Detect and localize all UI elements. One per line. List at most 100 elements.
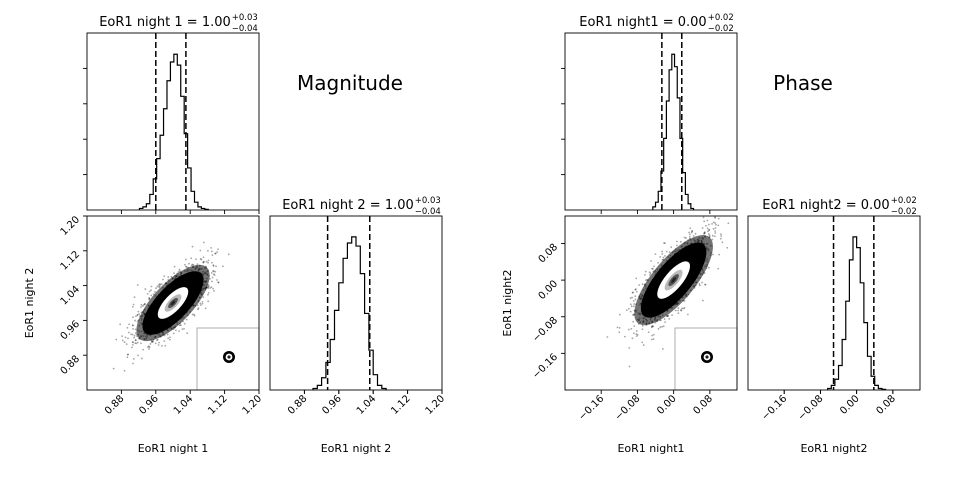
scatter-point <box>202 256 205 259</box>
error-lower: −0.04 <box>415 207 441 217</box>
scatter-point <box>671 314 673 317</box>
scatter-point <box>717 224 720 227</box>
scatter-point <box>702 299 704 302</box>
scatter-point <box>132 303 135 306</box>
scatter-point <box>674 309 677 312</box>
scatter-point <box>695 212 697 214</box>
scatter-point <box>714 216 717 219</box>
scatter-point <box>680 309 682 311</box>
scatter-point <box>127 353 129 356</box>
scatter-point <box>179 324 182 327</box>
error-upper: +0.03 <box>415 196 441 206</box>
scatter-point <box>721 241 724 244</box>
density-contour-5 <box>170 300 176 306</box>
scatter-point <box>214 252 217 255</box>
scatter-point <box>679 240 682 243</box>
y-tick-label: −0.08 <box>531 315 560 344</box>
scatter-point <box>212 264 215 267</box>
density-2d-panel <box>86 215 260 391</box>
x-tick-label: 1.04 <box>355 393 379 417</box>
scatter-point <box>212 270 215 272</box>
scatter-point <box>164 344 167 347</box>
scatter-point <box>207 249 209 252</box>
scatter-point <box>209 287 212 289</box>
scatter-point <box>667 314 670 317</box>
scatter-point <box>199 249 202 252</box>
scatter-point <box>197 307 200 310</box>
scatter-point <box>186 332 189 335</box>
scatter-point <box>677 307 680 309</box>
scatter-point <box>708 228 711 231</box>
scatter-point <box>704 283 707 286</box>
scatter-point <box>190 264 193 267</box>
scatter-point <box>661 258 664 261</box>
scatter-point <box>211 261 213 264</box>
scatter-point <box>633 325 636 327</box>
scatter-point <box>192 264 195 266</box>
scatter-point <box>158 341 160 344</box>
scatter-point <box>199 258 202 260</box>
scatter-point <box>178 268 181 271</box>
scatter-point <box>134 319 137 322</box>
scatter-point <box>631 337 634 340</box>
scatter-point <box>213 274 216 277</box>
y-tick-label: 0.00 <box>537 278 561 302</box>
scatter-point <box>212 287 215 290</box>
scatter-point <box>682 307 685 310</box>
scatter-point <box>701 227 704 229</box>
scatter-point <box>170 275 173 278</box>
scatter-point <box>151 340 154 343</box>
scatter-point <box>211 254 214 257</box>
scatter-point <box>703 231 706 234</box>
scatter-point <box>207 286 210 288</box>
scatter-point <box>652 325 655 328</box>
scatter-point <box>659 256 662 258</box>
scatter-point <box>152 340 155 343</box>
scatter-point <box>681 307 683 310</box>
scatter-point <box>137 310 140 313</box>
scatter-point <box>698 283 701 285</box>
x-tick-label: −0.16 <box>760 393 789 422</box>
scatter-point <box>207 293 209 296</box>
scatter-point <box>133 336 135 339</box>
scatter-point <box>217 281 220 284</box>
scatter-point <box>132 341 134 344</box>
scatter-point <box>706 227 709 230</box>
scatter-point <box>168 338 171 341</box>
y-tick-label: 1.20 <box>59 214 83 238</box>
scatter-point <box>191 313 194 316</box>
scatter-point <box>653 265 655 268</box>
scatter-point <box>148 296 151 299</box>
scatter-point <box>662 325 665 328</box>
scatter-point <box>628 346 631 349</box>
scatter-point <box>131 324 134 327</box>
scatter-point <box>154 342 157 345</box>
inset-core <box>227 355 231 359</box>
scatter-point <box>163 275 166 278</box>
x-tick-label: 0.00 <box>655 393 679 417</box>
scatter-point <box>652 268 654 270</box>
scatter-point <box>714 230 716 232</box>
scatter-point <box>629 303 632 306</box>
scatter-point <box>132 316 134 319</box>
scatter-point <box>131 341 134 343</box>
scatter-point <box>635 333 638 335</box>
scatter-point <box>195 258 197 261</box>
scatter-point <box>659 326 662 329</box>
scatter-point <box>207 300 210 303</box>
scatter-point <box>635 290 638 293</box>
scatter-point <box>211 276 214 279</box>
scatter-point <box>634 288 637 291</box>
scatter-point <box>641 341 644 344</box>
scatter-point <box>705 224 707 227</box>
scatter-point <box>644 270 647 273</box>
histogram-steps <box>652 53 695 210</box>
scatter-point <box>652 333 655 336</box>
scatter-point <box>185 266 188 268</box>
scatter-point <box>193 313 195 316</box>
histogram-param-1: EoR1 night1 = 0.00 +0.02−0.02 <box>564 13 738 214</box>
scatter-point <box>147 346 149 348</box>
scatter-point <box>606 336 609 338</box>
scatter-point <box>175 329 177 332</box>
scatter-point <box>159 283 161 286</box>
